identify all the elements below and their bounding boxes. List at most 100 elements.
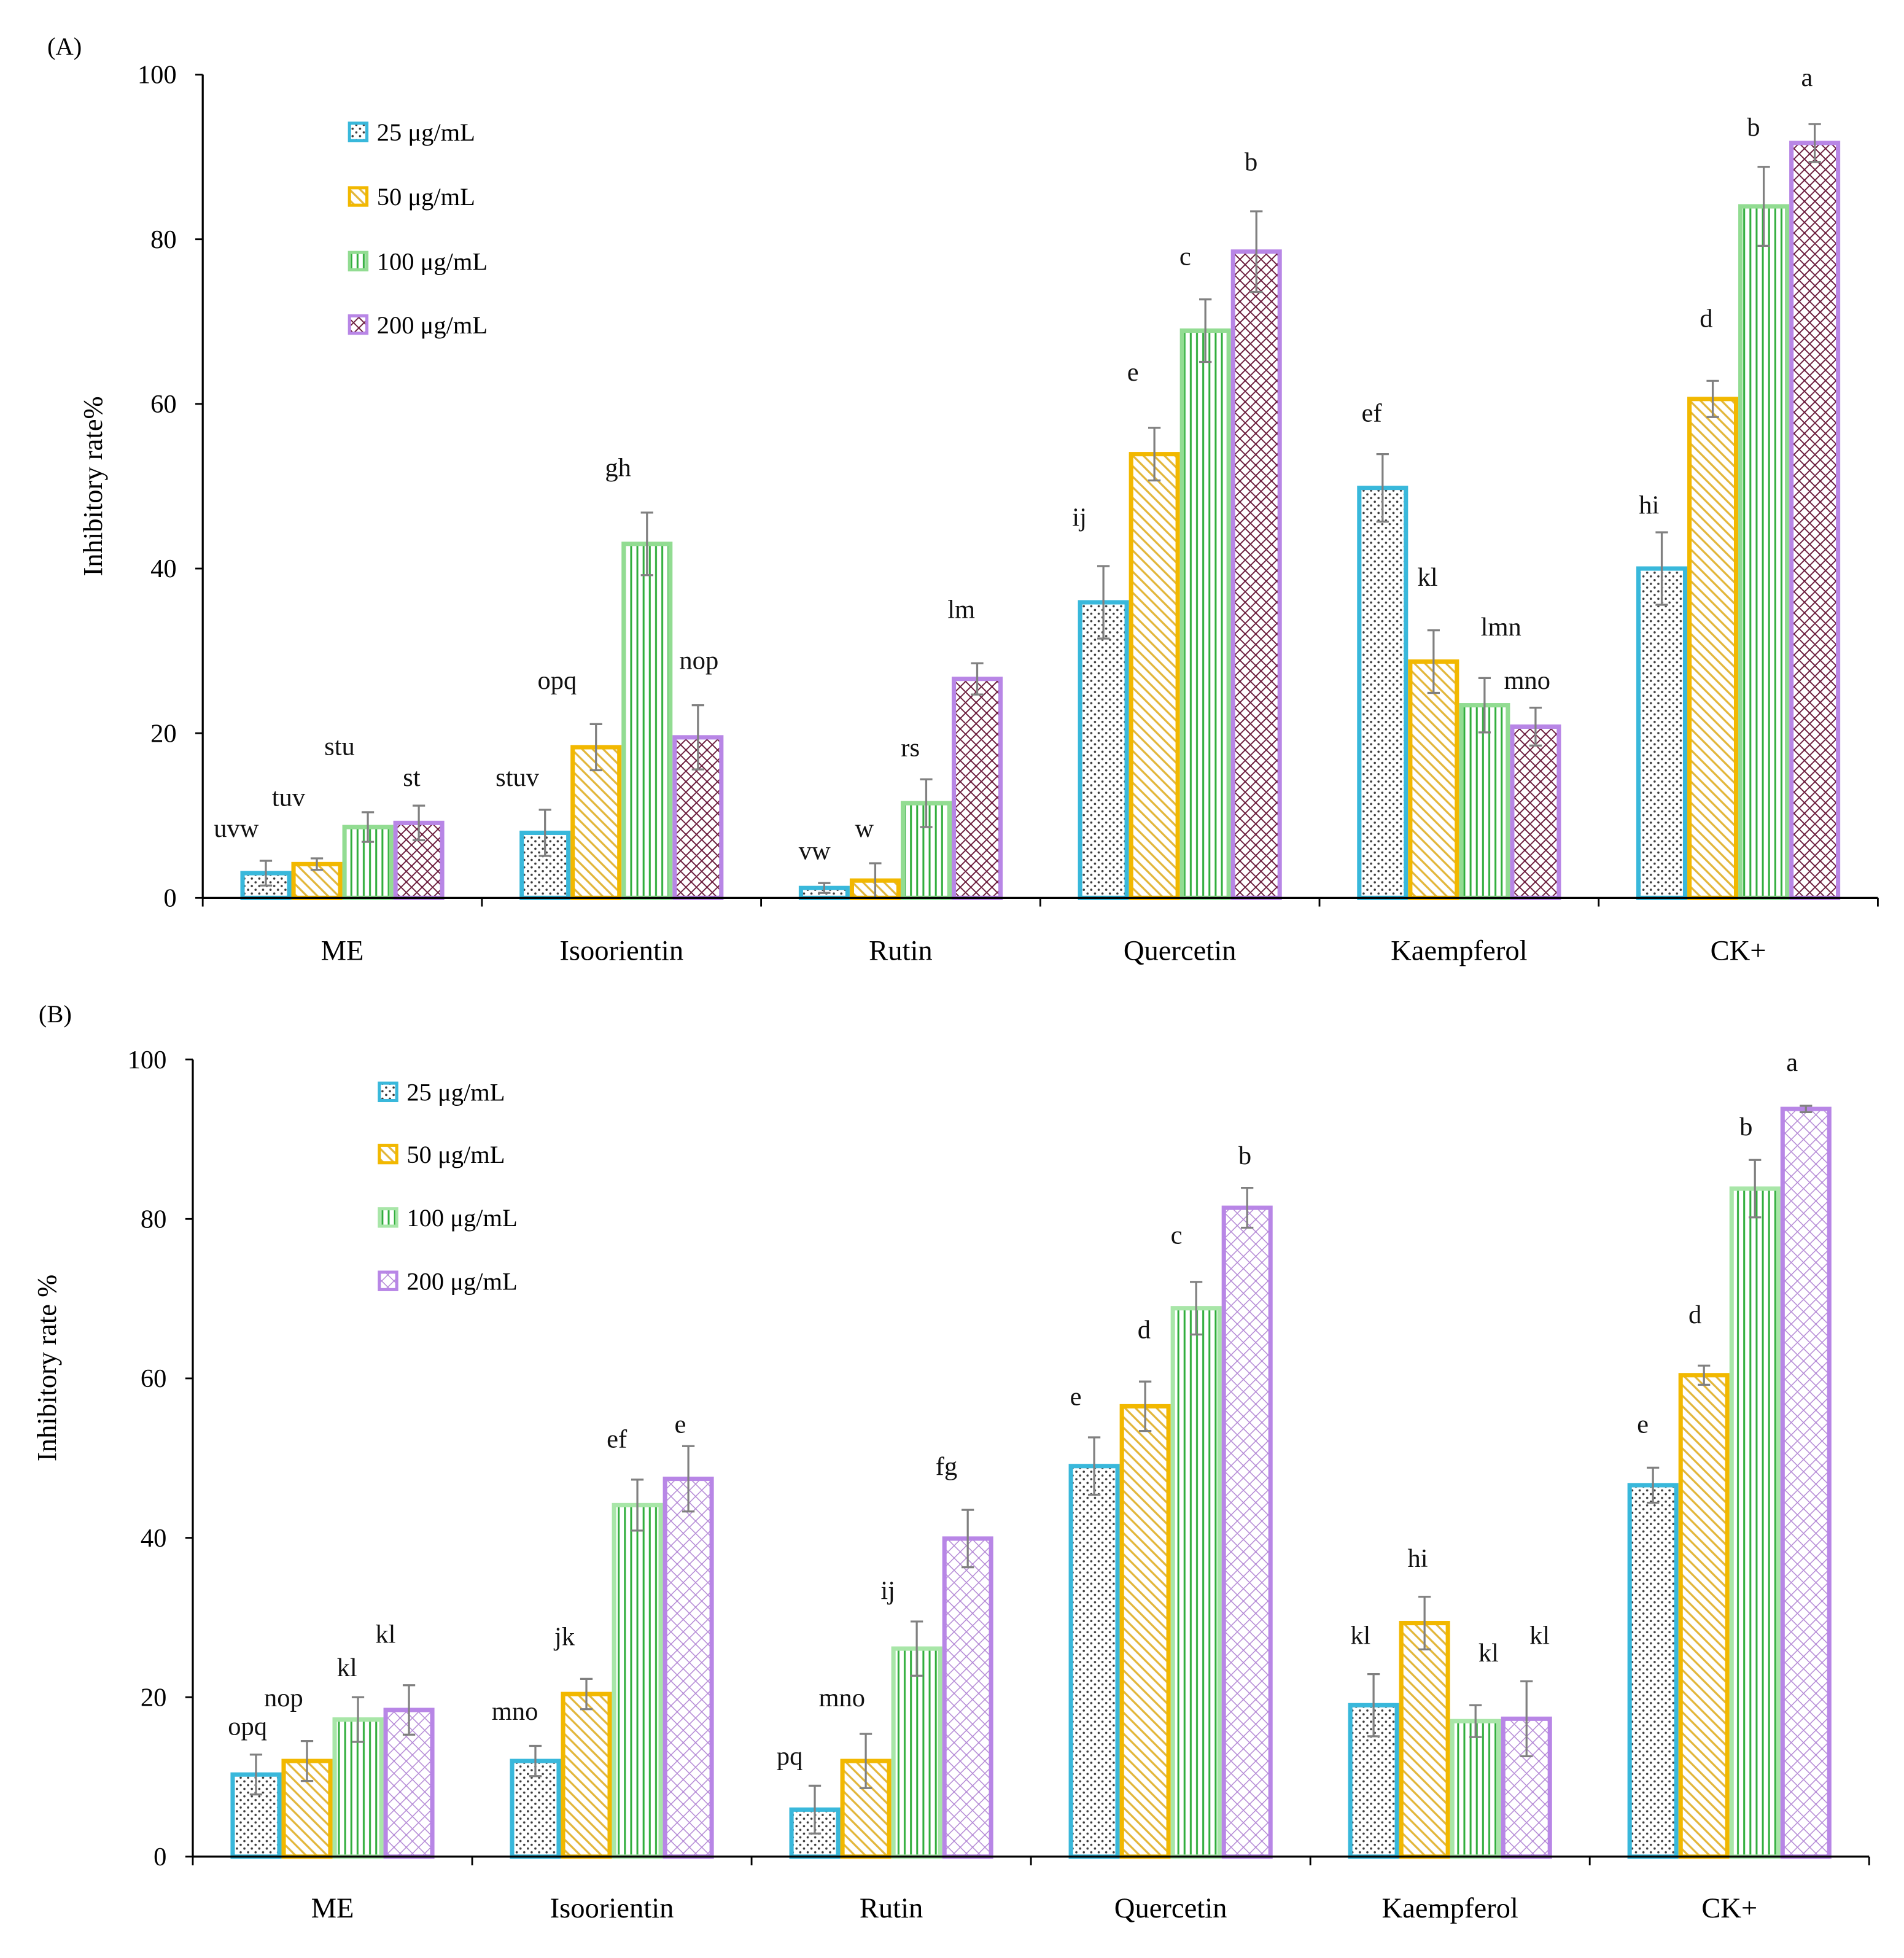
significance-letter-isoorientin-100: ef (607, 1425, 628, 1454)
error-bar-quercetin-200 (1241, 1187, 1254, 1229)
x-tick-label-rutin: Rutin (869, 935, 933, 967)
x-tick-label-isoorientin: Isoorientin (559, 935, 683, 967)
error-bar-ck-50 (1698, 1364, 1711, 1386)
error-bar-quercetin-25 (1087, 1436, 1101, 1496)
bar-isoorientin-50 (561, 1692, 612, 1859)
significance-letter-me-50: tuv (272, 783, 306, 812)
significance-letter-me-25: opq (228, 1712, 267, 1741)
significance-letter-rutin-25: vw (799, 837, 831, 866)
x-tick-label-quercetin: Quercetin (1124, 935, 1237, 967)
y-tick-label: 100 (138, 61, 177, 90)
error-bar-kaempferol-100 (1469, 1704, 1482, 1738)
significance-letter-rutin-200: lm (947, 596, 975, 624)
legend-label-100: 100 μg/mL (406, 1204, 517, 1232)
error-bar-isoorientin-200 (691, 704, 704, 771)
error-bar-me-50 (310, 857, 324, 871)
error-bar-quercetin-100 (1199, 298, 1212, 363)
significance-letter-kaempferol-50: hi (1407, 1544, 1428, 1573)
error-bar-kaempferol-200 (1520, 1680, 1533, 1757)
significance-letter-kaempferol-100: lmn (1481, 613, 1521, 642)
error-bar-rutin-100 (920, 778, 933, 828)
bar-quercetin-100 (1170, 1306, 1222, 1859)
significance-letter-isoorientin-100: gh (605, 454, 631, 483)
error-bar-ck-25 (1647, 1466, 1660, 1504)
significance-letter-kaempferol-200: mno (1504, 666, 1550, 695)
significance-letter-ck-25: hi (1639, 491, 1659, 519)
legend-label-50: 50 μg/mL (406, 1141, 505, 1168)
significance-letter-quercetin-50: e (1127, 358, 1139, 387)
error-bar-ck-200 (1800, 1105, 1813, 1113)
legend-swatch-100 (378, 1207, 398, 1228)
chart-panel-b: (B)Inhibitory rate %opqnopklklMEmnojkefe… (31, 1000, 1870, 1924)
bar-kaempferol-25 (1357, 486, 1409, 900)
error-bar-ck-100 (1749, 1159, 1762, 1219)
error-bar-isoorientin-50 (589, 723, 602, 772)
significance-letter-ck-50: d (1700, 305, 1712, 333)
significance-letter-kaempferol-50: kl (1418, 563, 1438, 592)
significance-letter-ck-100: b (1739, 1113, 1752, 1141)
legend-label-25: 25 μg/mL (377, 118, 475, 146)
legend-swatch-25 (378, 1081, 398, 1103)
significance-letter-isoorientin-50: jk (553, 1623, 575, 1652)
legend-swatch-100 (348, 251, 369, 272)
legend: 25 μg/mL 50 μg/mL 100 μg/mL 200 μg/mL (378, 1078, 518, 1295)
significance-letter-kaempferol-200: kl (1529, 1622, 1550, 1650)
panel-label: (B) (39, 1000, 72, 1028)
significance-letter-me-100: stu (324, 732, 355, 761)
error-bar-ck-200 (1808, 123, 1821, 163)
significance-letter-isoorientin-25: mno (492, 1697, 538, 1726)
error-bar-quercetin-50 (1148, 427, 1161, 482)
bar-ck-100 (1729, 1186, 1781, 1859)
error-bar-kaempferol-100 (1478, 677, 1491, 734)
x-tick-label-me: ME (321, 935, 364, 967)
error-bar-rutin-25 (818, 882, 831, 894)
significance-letter-isoorientin-25: stuv (495, 763, 540, 792)
error-bar-me-200 (412, 804, 425, 842)
legend-swatch-50 (378, 1143, 398, 1165)
y-tick-label: 80 (150, 225, 177, 254)
error-bar-rutin-200 (971, 662, 984, 696)
bar-quercetin-25 (1068, 1464, 1120, 1859)
significance-letter-quercetin-200: b (1245, 147, 1257, 176)
significance-letter-isoorientin-200: e (675, 1410, 686, 1439)
x-tick-label-quercetin: Quercetin (1114, 1892, 1227, 1924)
significance-letter-quercetin-200: b (1238, 1141, 1251, 1170)
error-bar-isoorientin-25 (529, 1744, 542, 1777)
error-bar-quercetin-100 (1190, 1281, 1203, 1336)
y-tick-label: 40 (150, 554, 177, 583)
error-bar-isoorientin-50 (580, 1677, 593, 1711)
bar-rutin-200 (951, 677, 1003, 900)
error-bar-isoorientin-100 (631, 1478, 644, 1532)
bar-isoorientin-100 (612, 1502, 663, 1859)
x-tick-label-kaempferol: Kaempferol (1381, 1892, 1518, 1924)
bar-ck-200 (1789, 141, 1841, 900)
legend-swatch-25 (348, 121, 369, 142)
error-bar-isoorientin-100 (640, 511, 653, 577)
significance-letter-me-200: st (403, 763, 421, 792)
significance-letter-quercetin-50: d (1138, 1315, 1151, 1344)
bar-quercetin-50 (1129, 452, 1180, 900)
significance-letter-kaempferol-100: kl (1479, 1639, 1499, 1668)
legend-label-200: 200 μg/mL (406, 1267, 517, 1295)
error-bar-quercetin-50 (1138, 1380, 1152, 1432)
y-tick-label: 60 (150, 390, 177, 419)
error-bar-rutin-100 (910, 1620, 923, 1677)
bar-quercetin-25 (1078, 600, 1129, 900)
y-axis-title: Inhibitory rate% (77, 396, 108, 576)
bar-kaempferol-200 (1510, 724, 1561, 900)
significance-letter-isoorientin-50: opq (538, 666, 577, 695)
significance-letter-ck-50: d (1688, 1300, 1701, 1329)
bar-quercetin-100 (1179, 328, 1231, 900)
error-bar-me-100 (361, 811, 375, 843)
significance-letter-ck-25: e (1637, 1410, 1649, 1439)
significance-letter-rutin-25: pq (777, 1742, 803, 1771)
legend-label-50: 50 μg/mL (377, 183, 475, 211)
significance-letter-rutin-100: rs (901, 733, 920, 762)
error-bar-rutin-200 (962, 1509, 974, 1569)
error-bar-ck-100 (1757, 166, 1770, 247)
bar-kaempferol-100 (1459, 703, 1510, 900)
x-tick-label-kaempferol: Kaempferol (1391, 935, 1527, 967)
